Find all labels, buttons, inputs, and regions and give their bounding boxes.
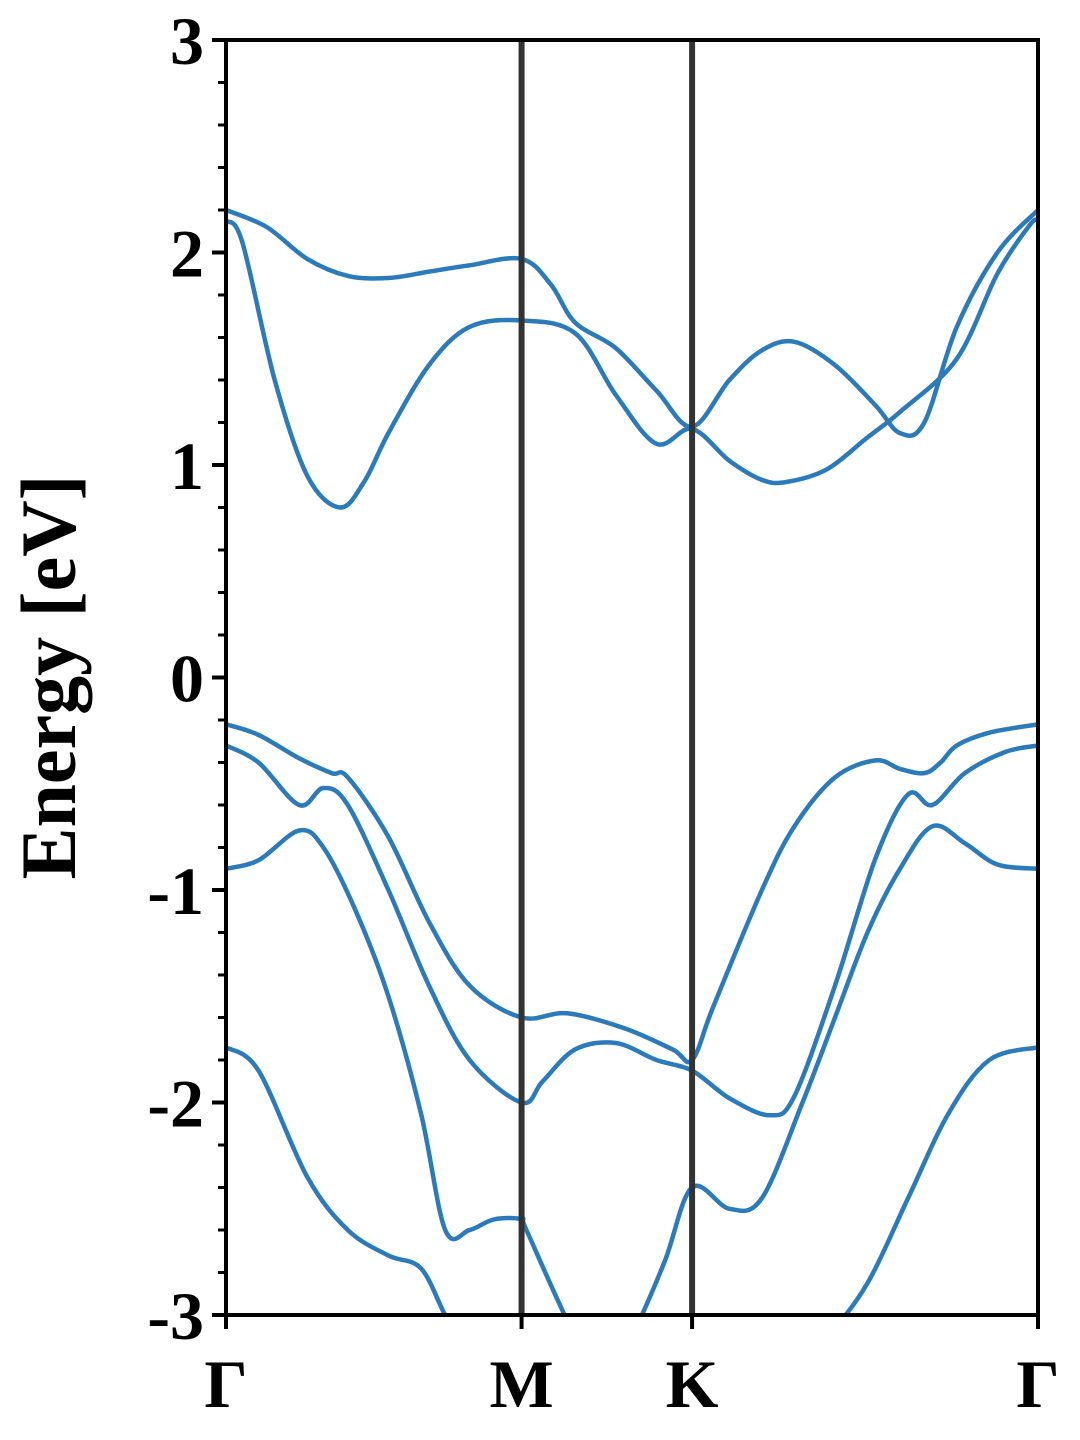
band-line-4	[226, 743, 1038, 1118]
y-tick-label: 1	[170, 428, 204, 504]
band-line-6	[226, 1045, 448, 1315]
x-tick-label: Γ	[1016, 1346, 1059, 1422]
y-axis-title: Energy [eV]	[5, 474, 92, 879]
band-line-3	[226, 722, 1038, 1065]
y-tick-label: -1	[147, 853, 204, 929]
plot-frame	[224, 38, 1040, 1317]
y-tick-label: -2	[147, 1066, 204, 1142]
y-tick-label: 3	[170, 3, 204, 79]
y-tick-label: -3	[147, 1278, 204, 1354]
y-axis-ticks	[212, 38, 226, 1317]
x-tick-label: K	[666, 1346, 719, 1422]
y-axis-tick-labels: 3 2 1 0 -1 -2 -3	[147, 3, 204, 1354]
band-lines	[226, 207, 1038, 1315]
y-tick-label: 0	[170, 641, 204, 717]
band-line-5	[226, 823, 1038, 1315]
x-axis-ticks	[224, 1315, 1040, 1329]
band-line-7	[842, 1045, 1038, 1315]
y-tick-label: 2	[170, 216, 204, 292]
x-tick-label: M	[489, 1346, 553, 1422]
x-tick-label: Γ	[204, 1346, 247, 1422]
high-symmetry-lines	[518, 40, 696, 1315]
band-line-2	[226, 217, 1038, 510]
band-line-1	[226, 207, 1038, 438]
